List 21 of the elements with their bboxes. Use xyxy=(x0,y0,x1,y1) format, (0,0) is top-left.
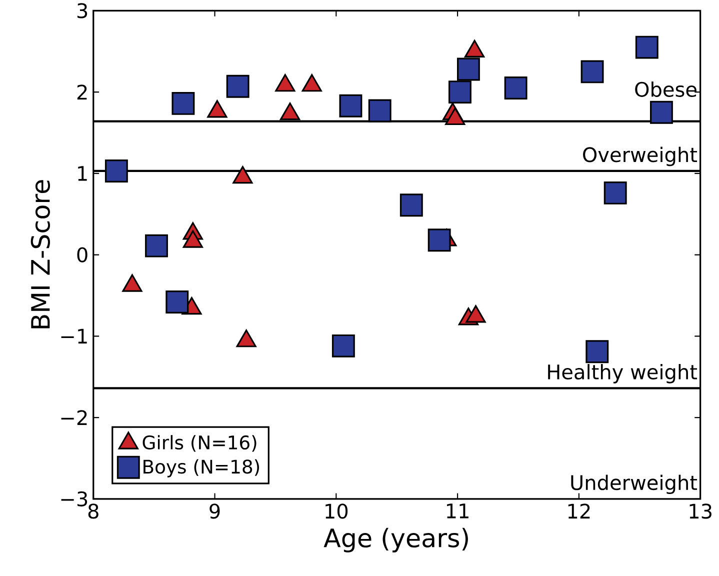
y-tick-label: 1 xyxy=(78,166,87,181)
y-tick-label: 0 xyxy=(77,247,88,262)
annotation: Overweight xyxy=(583,146,698,166)
x-tick-label: 12 xyxy=(568,503,590,518)
x-tick-label: 13 xyxy=(690,503,712,519)
annotation: Underweight xyxy=(571,474,698,494)
y-axis-title: BMI Z-Score xyxy=(30,180,50,328)
x-tick-label: 11 xyxy=(447,503,468,518)
y-tick-label: 3 xyxy=(77,2,88,18)
y-tick-label: −2 xyxy=(61,410,87,425)
x-tick-label: 10 xyxy=(326,503,348,519)
legend-label: Boys (N=18) xyxy=(144,459,260,478)
y-tick-label: 2 xyxy=(77,84,87,100)
annotation: Healthy weight xyxy=(548,364,698,384)
y-tick-label: −1 xyxy=(61,328,87,344)
x-axis-title: Age (years) xyxy=(324,528,468,552)
y-tick-label: −3 xyxy=(61,491,88,506)
x-tick-label: 9 xyxy=(210,503,220,519)
legend-label: Girls (N=16) xyxy=(142,434,256,452)
x-tick-label: 8 xyxy=(88,503,98,519)
annotation: Obese xyxy=(635,81,696,97)
